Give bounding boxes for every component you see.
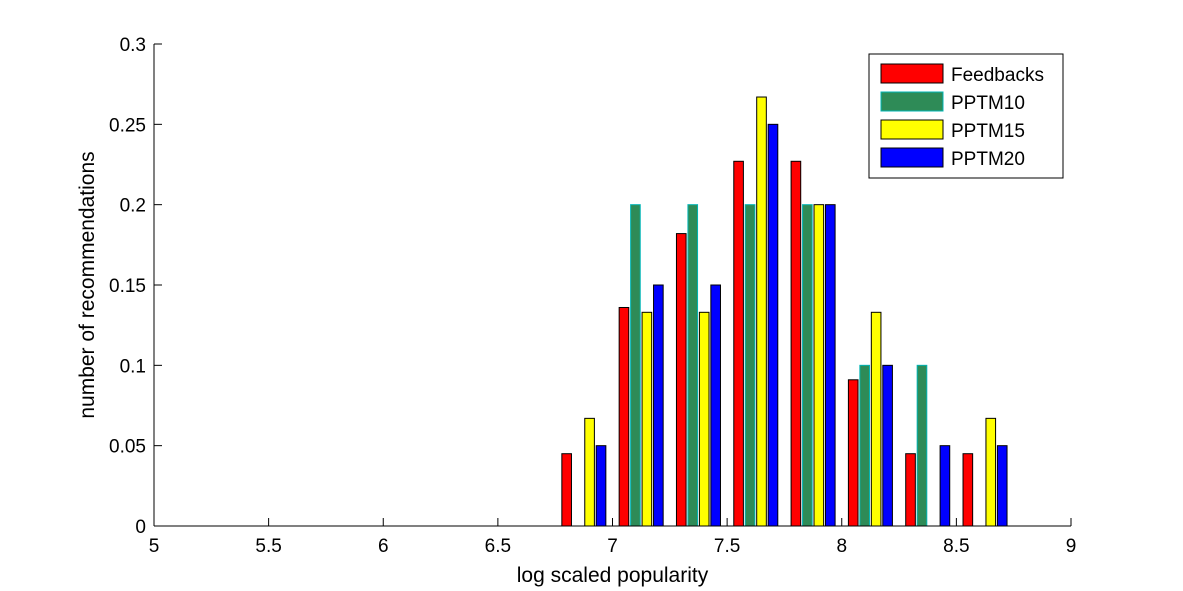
legend: Feedbacks PPTM10 PPTM15 PPTM20 bbox=[868, 53, 1064, 179]
bar bbox=[813, 204, 825, 527]
bar bbox=[847, 379, 859, 527]
x-tick-label: 5.5 bbox=[255, 536, 281, 557]
x-tick-label: 9 bbox=[1066, 536, 1077, 557]
x-tick-label: 7.5 bbox=[714, 536, 740, 557]
bar bbox=[767, 123, 779, 527]
bar bbox=[710, 284, 721, 527]
legend-label: PPTM15 bbox=[951, 121, 1025, 142]
y-tick-label: 0 bbox=[135, 517, 146, 538]
bar bbox=[996, 445, 1008, 527]
bar bbox=[630, 204, 641, 527]
bar bbox=[870, 311, 882, 527]
y-axis-title: number of recommendations bbox=[76, 151, 99, 418]
y-tick-label: 0.3 bbox=[120, 35, 146, 56]
bar bbox=[675, 233, 687, 527]
y-tick-label: 0.15 bbox=[109, 276, 146, 297]
legend-swatch bbox=[880, 119, 944, 140]
y-tick-label: 0.2 bbox=[120, 196, 146, 217]
bar bbox=[733, 160, 744, 527]
bars-layer bbox=[561, 96, 1008, 527]
legend-label: PPTM20 bbox=[951, 149, 1025, 170]
x-tick-label: 8 bbox=[836, 536, 847, 557]
bar bbox=[916, 364, 928, 527]
axes-layer: 5 5.5 6 6.5 7 7.5 8 8.5 9 0 0.05 0.1 0.15 0.2 0.25 0.3 l… bbox=[76, 35, 1076, 587]
y-tick-label: 0.25 bbox=[109, 115, 146, 136]
bar bbox=[905, 453, 916, 527]
series-pptm20 bbox=[595, 123, 1008, 527]
legend-swatch bbox=[880, 91, 944, 112]
x-tick-label: 6 bbox=[378, 536, 389, 557]
bar bbox=[561, 453, 572, 527]
series-pptm10 bbox=[630, 204, 928, 527]
bar bbox=[824, 204, 836, 527]
legend-label: PPTM10 bbox=[951, 93, 1025, 114]
bar bbox=[939, 445, 951, 527]
bar bbox=[882, 364, 893, 527]
x-tick-label: 6.5 bbox=[485, 536, 511, 557]
bar bbox=[653, 284, 664, 527]
x-tick-label: 7 bbox=[607, 536, 618, 557]
y-tick-label: 0.05 bbox=[109, 437, 146, 458]
legend-swatch bbox=[880, 63, 944, 84]
bar bbox=[859, 364, 870, 527]
bar bbox=[962, 453, 974, 527]
bar bbox=[687, 204, 699, 527]
x-tick-label: 5 bbox=[149, 536, 160, 557]
bar bbox=[618, 306, 630, 527]
x-tick-label: 8.5 bbox=[943, 536, 969, 557]
x-axis-title: log scaled popularity bbox=[517, 564, 709, 587]
legend-swatch bbox=[880, 147, 944, 168]
legend-label: Feedbacks bbox=[951, 65, 1044, 86]
bar bbox=[744, 204, 756, 527]
bar bbox=[698, 311, 710, 527]
bar bbox=[985, 417, 997, 527]
bar bbox=[756, 96, 767, 527]
series-feedbacks bbox=[561, 160, 974, 527]
y-tick-label: 0.1 bbox=[120, 356, 146, 377]
bar bbox=[790, 160, 802, 527]
bar bbox=[641, 311, 653, 527]
bar bbox=[595, 445, 607, 527]
series-pptm15 bbox=[584, 96, 997, 527]
bar bbox=[802, 204, 813, 527]
bar bbox=[584, 417, 595, 527]
